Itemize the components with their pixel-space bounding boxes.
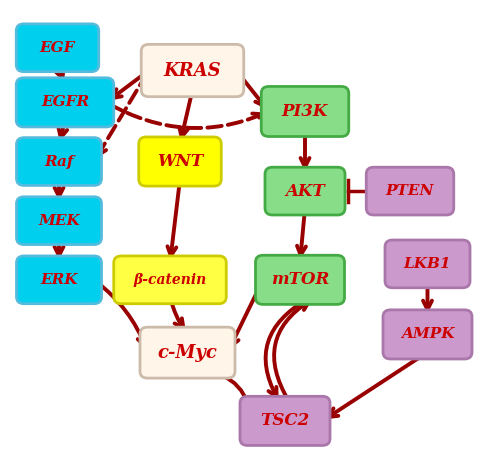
FancyBboxPatch shape xyxy=(385,240,470,288)
Text: β-catenin: β-catenin xyxy=(134,273,206,287)
Text: KRAS: KRAS xyxy=(164,61,222,80)
Text: TSC2: TSC2 xyxy=(260,412,310,430)
FancyBboxPatch shape xyxy=(138,137,221,186)
FancyBboxPatch shape xyxy=(261,86,349,136)
FancyBboxPatch shape xyxy=(142,45,244,97)
FancyBboxPatch shape xyxy=(256,255,344,304)
Text: c-Myc: c-Myc xyxy=(158,344,218,362)
FancyBboxPatch shape xyxy=(366,167,454,215)
FancyBboxPatch shape xyxy=(16,197,102,245)
Text: AMPK: AMPK xyxy=(401,328,454,341)
FancyBboxPatch shape xyxy=(114,256,226,304)
FancyBboxPatch shape xyxy=(16,78,114,127)
FancyBboxPatch shape xyxy=(16,256,102,304)
Text: EGF: EGF xyxy=(40,41,75,55)
Text: MEK: MEK xyxy=(38,214,80,228)
Text: ERK: ERK xyxy=(40,273,78,287)
FancyBboxPatch shape xyxy=(240,396,330,445)
Text: mTOR: mTOR xyxy=(271,271,329,288)
Text: PTEN: PTEN xyxy=(386,184,434,198)
Text: EGFR: EGFR xyxy=(41,96,89,109)
FancyBboxPatch shape xyxy=(383,310,472,359)
Text: Raf: Raf xyxy=(44,155,74,168)
Text: PI3K: PI3K xyxy=(282,103,328,120)
FancyBboxPatch shape xyxy=(16,24,99,71)
FancyBboxPatch shape xyxy=(265,167,345,215)
Text: AKT: AKT xyxy=(285,182,325,200)
FancyBboxPatch shape xyxy=(140,327,235,378)
Text: WNT: WNT xyxy=(157,153,203,170)
FancyBboxPatch shape xyxy=(16,137,102,186)
Text: LKB1: LKB1 xyxy=(404,257,451,271)
